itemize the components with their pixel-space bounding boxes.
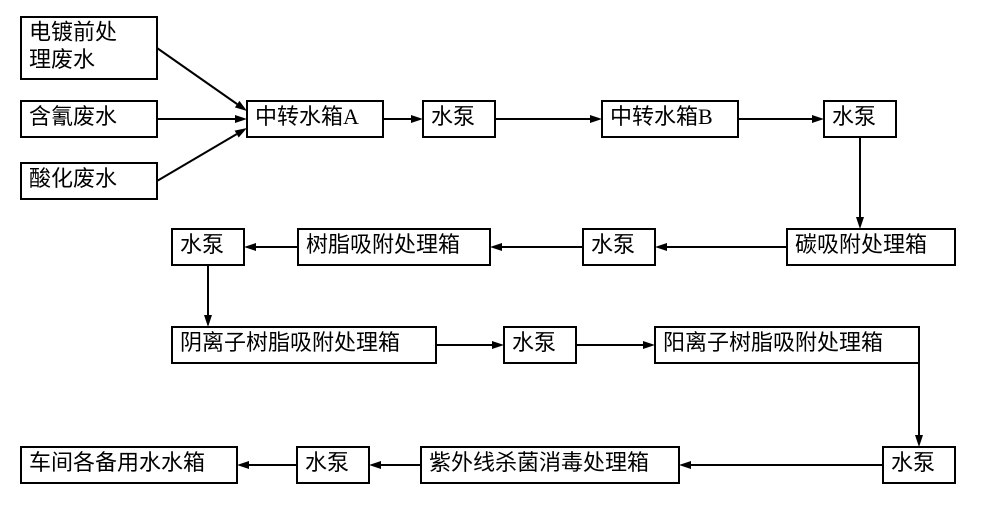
- node-label-n12: 阴离子树脂吸附处理箱: [180, 330, 400, 355]
- node-label-n14: 阳离子树脂吸附处理箱: [663, 330, 883, 355]
- node-label-n18: 车间各备用水水箱: [29, 450, 205, 475]
- edge-n3-n4: [157, 134, 237, 181]
- node-n16: 紫外线杀菌消毒处理箱: [421, 447, 679, 483]
- node-n15: 水泵: [883, 447, 955, 483]
- node-label-n4: 中转水箱A: [255, 104, 359, 129]
- node-label-n16: 紫外线杀菌消毒处理箱: [429, 450, 649, 475]
- node-n13: 水泵: [504, 327, 576, 363]
- node-label-n17: 水泵: [305, 450, 349, 475]
- arrowhead-n12-n13: [492, 341, 504, 349]
- node-label-n1-line0: 电镀前处: [29, 19, 117, 44]
- arrowhead-n2-n4: [235, 115, 247, 123]
- arrowhead-n17-n18: [237, 461, 249, 469]
- node-n6: 中转水箱B: [602, 101, 738, 137]
- arrowhead-n10-n11: [244, 243, 256, 251]
- node-n1: 电镀前处理废水: [21, 17, 157, 79]
- arrowhead-n1-n4: [235, 101, 247, 111]
- arrowhead-n3-n4: [235, 128, 247, 138]
- arrowhead-n7-n8: [856, 217, 864, 229]
- node-n2: 含氰废水: [21, 101, 157, 137]
- node-label-n2: 含氰废水: [29, 104, 117, 129]
- node-n14: 阳离子树脂吸附处理箱: [655, 327, 919, 363]
- arrowhead-n8-n9: [655, 243, 667, 251]
- arrowhead-n6-n7: [812, 115, 824, 123]
- node-label-n7: 水泵: [832, 104, 876, 129]
- arrowhead-n14-n15: [915, 435, 923, 447]
- node-label-n6: 中转水箱B: [610, 104, 713, 129]
- node-n9: 水泵: [583, 229, 655, 265]
- node-n3: 酸化废水: [21, 163, 157, 199]
- node-n5: 水泵: [423, 101, 495, 137]
- node-label-n9: 水泵: [591, 232, 635, 257]
- arrowhead-n13-n14: [643, 341, 655, 349]
- node-n10: 树脂吸附处理箱: [298, 229, 490, 265]
- arrowhead-n9-n10: [490, 243, 502, 251]
- node-n12: 阴离子树脂吸附处理箱: [172, 327, 436, 363]
- flowchart-canvas: 电镀前处理废水含氰废水酸化废水中转水箱A水泵中转水箱B水泵碳吸附处理箱水泵树脂吸…: [0, 0, 1000, 508]
- node-label-n10: 树脂吸附处理箱: [306, 232, 460, 257]
- node-n17: 水泵: [297, 447, 369, 483]
- node-label-n11: 水泵: [180, 232, 224, 257]
- node-n4: 中转水箱A: [247, 101, 383, 137]
- arrowhead-n5-n6: [590, 115, 602, 123]
- node-label-n5: 水泵: [431, 104, 475, 129]
- arrowhead-n16-n17: [369, 461, 381, 469]
- node-label-n1-line1: 理废水: [29, 47, 95, 72]
- arrowhead-n4-n5: [411, 115, 423, 123]
- node-label-n8: 碳吸附处理箱: [795, 232, 927, 257]
- node-n8: 碳吸附处理箱: [787, 229, 955, 265]
- arrowhead-n11-n12: [204, 315, 212, 327]
- node-n18: 车间各备用水水箱: [21, 447, 237, 483]
- node-n11: 水泵: [172, 229, 244, 265]
- node-label-n15: 水泵: [891, 450, 935, 475]
- node-n7: 水泵: [824, 101, 896, 137]
- arrowhead-n15-n16: [679, 461, 691, 469]
- node-label-n3: 酸化废水: [29, 166, 117, 191]
- edge-n1-n4: [157, 48, 237, 104]
- node-label-n13: 水泵: [512, 330, 556, 355]
